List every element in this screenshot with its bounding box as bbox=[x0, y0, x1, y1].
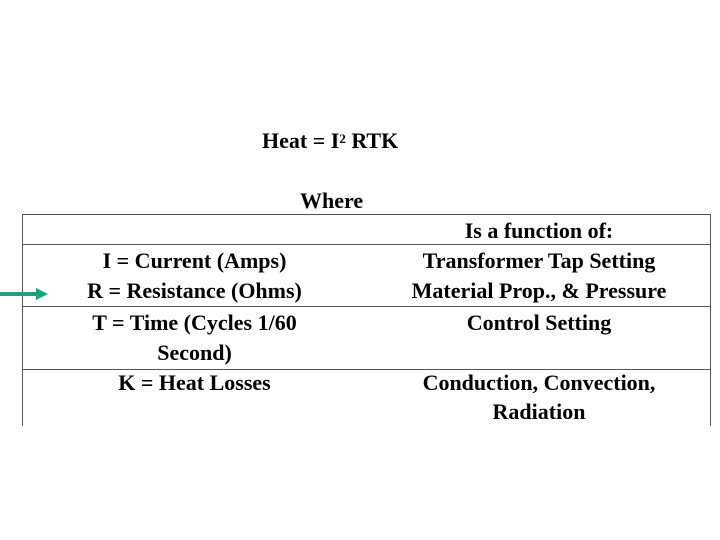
row-radiation: Radiation bbox=[492, 399, 586, 424]
row-control: Control Setting bbox=[466, 310, 612, 335]
row-resistance: R = Resistance (Ohms) bbox=[87, 278, 302, 303]
table-border-right bbox=[710, 214, 711, 426]
table-rule bbox=[22, 214, 711, 215]
arrow-right-icon bbox=[0, 288, 48, 300]
row-transformer: Transformer Tap Setting bbox=[422, 248, 656, 273]
row-time-cont: Second) bbox=[157, 340, 232, 365]
formula-table: Is a function of: I = Current (Amps) R =… bbox=[22, 214, 711, 426]
header-function-of: Is a function of: bbox=[464, 218, 614, 243]
formula-prefix: Heat = I bbox=[262, 128, 340, 153]
row-heat-losses: K = Heat Losses bbox=[118, 370, 271, 395]
row-material: Material Prop., & Pressure bbox=[411, 278, 667, 303]
where-label: Where bbox=[300, 188, 364, 213]
table-rule bbox=[22, 369, 711, 370]
row-conduction: Conduction, Convection, bbox=[422, 370, 656, 395]
formula-suffix: RTK bbox=[345, 128, 399, 153]
formula-exponent: 2 bbox=[339, 131, 346, 146]
formula-title: Heat = I2 RTK bbox=[262, 127, 398, 155]
table-rule bbox=[22, 244, 711, 245]
row-time: T = Time (Cycles 1/60 bbox=[92, 310, 297, 335]
row-current: I = Current (Amps) bbox=[102, 248, 287, 273]
table-border-left bbox=[22, 214, 23, 426]
table-rule bbox=[22, 306, 711, 307]
